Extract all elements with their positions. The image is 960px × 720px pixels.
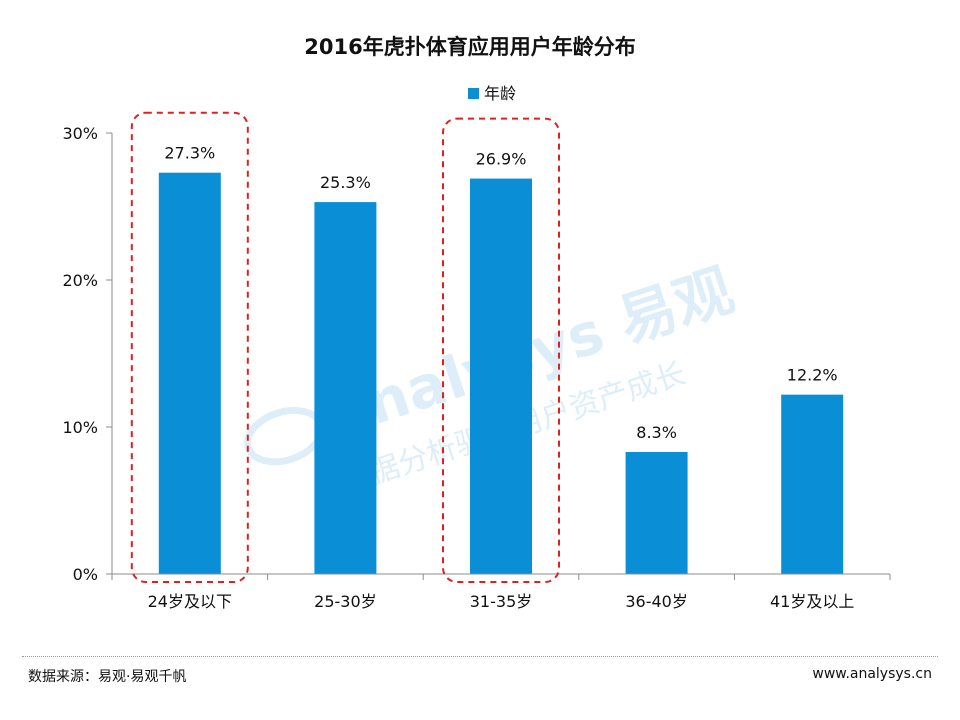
- x-tick-label: 24岁及以下: [148, 592, 232, 611]
- x-tick-label: 36-40岁: [625, 592, 688, 611]
- legend-swatch: [468, 88, 479, 99]
- data-label: 26.9%: [476, 150, 527, 169]
- bar: [625, 451, 688, 574]
- x-tick-label: 25-30岁: [314, 592, 377, 611]
- data-labels: 27.3% 25.3% 26.9% 8.3% 12.2%: [164, 144, 837, 442]
- data-label: 25.3%: [320, 173, 371, 192]
- legend: 年龄: [468, 84, 516, 103]
- footer-source: 数据来源：易观·易观千帆: [28, 669, 187, 685]
- data-label: 27.3%: [164, 144, 215, 163]
- data-label: 12.2%: [787, 366, 838, 385]
- x-axis: 24岁及以下 25-30岁 31-35岁 36-40岁 41岁及以上: [111, 573, 891, 611]
- x-tick-label: 41岁及以上: [770, 592, 854, 611]
- bar: [158, 172, 221, 574]
- bar: [470, 178, 532, 574]
- bars: [158, 172, 844, 574]
- footer-divider: [22, 656, 938, 657]
- footer-website[interactable]: www.analysys.cn: [812, 666, 932, 682]
- legend-label: 年龄: [484, 84, 516, 103]
- y-tick-label: 10%: [62, 418, 98, 437]
- chart-title: 2016年虎扑体育应用用户年龄分布: [304, 35, 635, 59]
- highlight-box: [442, 117, 560, 583]
- bar: [781, 394, 844, 574]
- bar: [314, 202, 377, 574]
- y-axis: 0% 10% 20% 30%: [62, 124, 113, 584]
- highlight-boxes: [130, 111, 560, 583]
- x-tick-label: 31-35岁: [470, 592, 533, 611]
- data-label: 8.3%: [636, 423, 677, 442]
- y-tick-label: 0%: [73, 565, 98, 584]
- y-tick-label: 20%: [62, 271, 98, 290]
- y-tick-label: 30%: [62, 124, 98, 143]
- highlight-box: [130, 111, 249, 583]
